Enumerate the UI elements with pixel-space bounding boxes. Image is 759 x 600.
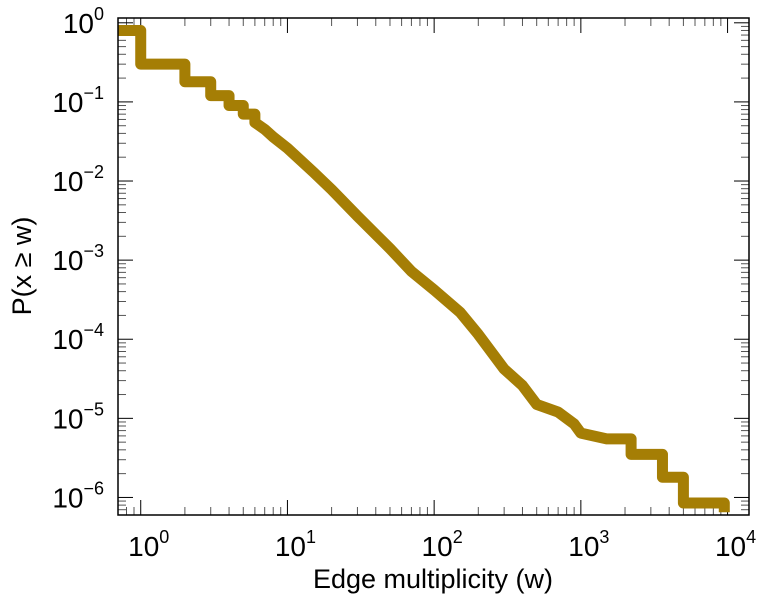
tick-label-base: 10 bbox=[422, 531, 453, 562]
plot-frame bbox=[117, 17, 750, 516]
tick-label-exponent: 0 bbox=[159, 527, 169, 547]
x-tick-label: 100 bbox=[128, 527, 169, 562]
tick-label-exponent: −1 bbox=[83, 83, 104, 103]
series-layer bbox=[118, 24, 730, 513]
tick-label-base: 10 bbox=[52, 166, 83, 197]
y-tick-label: 10−3 bbox=[52, 241, 104, 276]
tick-label-exponent: −6 bbox=[83, 478, 104, 498]
tick-label-base: 10 bbox=[568, 531, 599, 562]
tick-label-base: 10 bbox=[275, 531, 306, 562]
tick-label-base: 10 bbox=[52, 87, 83, 118]
tick-label-base: 10 bbox=[52, 482, 83, 513]
tick-label-exponent: 0 bbox=[94, 4, 104, 24]
tick-label-base: 10 bbox=[128, 531, 159, 562]
tick-label-exponent: −4 bbox=[83, 320, 104, 340]
minor-ticks bbox=[117, 18, 749, 516]
x-tick-label: 103 bbox=[568, 527, 609, 562]
tick-label-exponent: 3 bbox=[599, 527, 609, 547]
x-tick-label: 104 bbox=[715, 527, 756, 562]
y-tick-label: 10−1 bbox=[52, 83, 104, 118]
y-tick-label: 10−6 bbox=[52, 478, 104, 513]
tick-label-exponent: −3 bbox=[83, 241, 104, 261]
tick-label-exponent: −5 bbox=[83, 399, 104, 419]
y-tick-label: 10−2 bbox=[52, 162, 104, 197]
tick-label-exponent: 1 bbox=[306, 527, 316, 547]
x-tick-label: 101 bbox=[275, 527, 316, 562]
tick-label-exponent: 4 bbox=[746, 527, 756, 547]
y-axis-label: P(x ≥ w) bbox=[7, 217, 37, 316]
tick-label-base: 10 bbox=[715, 531, 746, 562]
y-tick-label: 100 bbox=[63, 4, 104, 39]
tick-label-base: 10 bbox=[52, 403, 83, 434]
x-tick-label: 102 bbox=[422, 527, 463, 562]
y-tick-label: 10−5 bbox=[52, 399, 104, 434]
y-tick-label: 10−4 bbox=[52, 320, 104, 355]
tick-label-exponent: −2 bbox=[83, 162, 104, 182]
tick-label-exponent: 2 bbox=[453, 527, 463, 547]
x-axis-label: Edge multiplicity (w) bbox=[313, 564, 553, 594]
series-line bbox=[118, 24, 730, 513]
tick-label-base: 10 bbox=[63, 8, 94, 39]
tick-label-base: 10 bbox=[52, 245, 83, 276]
x-tick-labels: 100 101 102 103 104 bbox=[128, 527, 756, 562]
tick-label-base: 10 bbox=[52, 324, 83, 355]
